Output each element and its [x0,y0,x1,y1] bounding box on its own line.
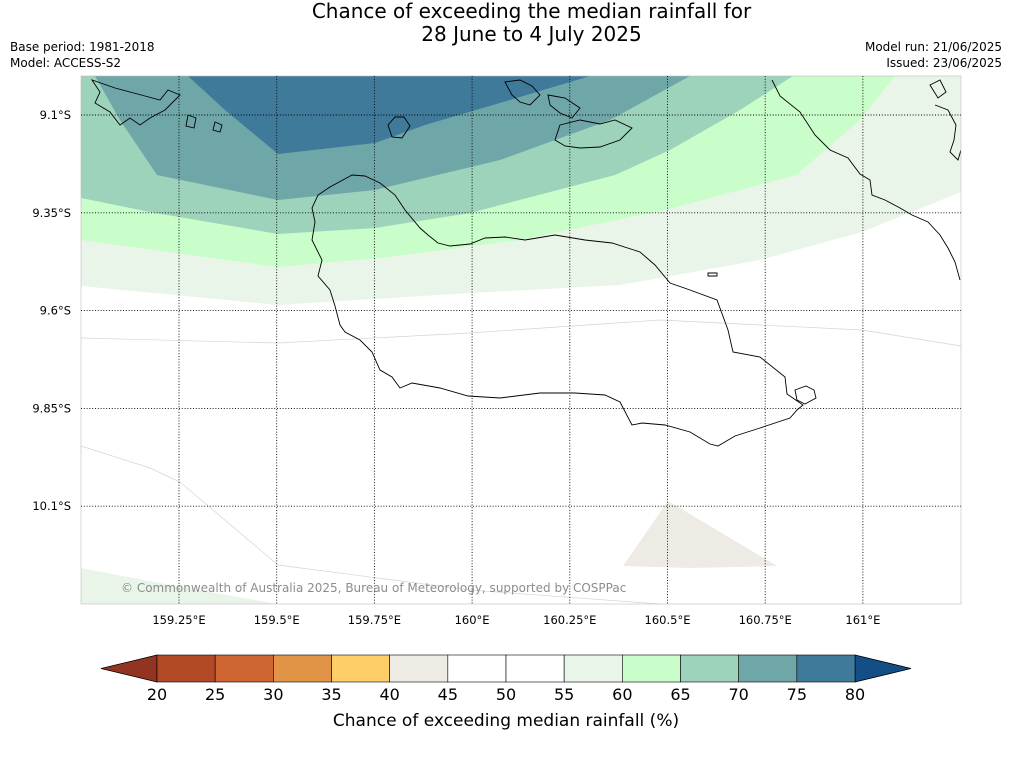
colorbar-label: 25 [205,685,225,704]
colorbar-segment [447,654,507,683]
colorbar-high-extend [854,654,912,683]
lat-tick-label: 9.1°S [40,108,71,122]
colorbar-segment [680,654,739,683]
lon-tick-label: 159.75°E [348,613,401,627]
colorbar-label: 60 [612,685,632,704]
colorbar-segment [796,654,856,683]
contour-line-45 [81,445,661,604]
colorbar-segment [563,654,623,683]
colorbar-label: 40 [379,685,399,704]
contour-bottom-left [81,568,278,604]
colorbar-segment [273,654,332,683]
colorbar-segment [505,654,565,683]
colorbar-segment [156,654,216,683]
colorbar-label: 80 [845,685,865,704]
lon-tick-label: 160.75°E [739,613,792,627]
lat-tick-label: 9.6°S [40,304,71,318]
colorbar-label: 45 [438,685,458,704]
colorbar-label: 20 [147,685,167,704]
coastline-northwest [90,79,223,133]
coastline-east-island [794,385,817,405]
coastline-islet [707,272,718,277]
meta-right: Model run: 21/06/2025 Issued: 23/06/2025 [865,39,1002,71]
lat-tick-label: 9.85°S [32,401,71,415]
colorbar-label: 35 [321,685,341,704]
colorbar-label: 70 [728,685,748,704]
colorbar-label: 55 [554,685,574,704]
graticule [81,76,961,604]
base-period: Base period: 1981-2018 [10,40,155,54]
title-line-2: 28 June to 4 July 2025 [421,22,642,46]
colorbar-segment [738,654,798,683]
copyright-text: © Commonwealth of Australia 2025, Bureau… [121,581,626,595]
lon-tick-label: 160°E [455,613,490,627]
colorbar-label: 75 [787,685,807,704]
colorbar-label: 65 [670,685,690,704]
latitude-labels: 9.1°S 9.35°S 9.6°S 9.85°S 10.1°S [32,108,71,513]
contour-line-50 [81,319,961,347]
colorbar-segment [331,654,390,683]
colorbar-label: 50 [496,685,516,704]
rainfall-contours [81,76,961,604]
colorbar-segment [389,654,449,683]
colorbar-label: 30 [263,685,283,704]
coastline-florida-islands [504,79,633,149]
model-name: Model: ACCESS-S2 [10,56,122,70]
colorbar-segment [214,654,274,683]
chart-title: Chance of exceeding the median rainfall … [0,0,1011,46]
coastlines [90,79,961,447]
colorbar-low-extend [100,654,158,683]
coastline-guadalcanal [311,174,804,447]
colorbar-title: Chance of exceeding median rainfall (%) [333,711,679,731]
coastline-malaita [771,79,961,281]
lon-tick-label: 160.25°E [543,613,596,627]
lat-tick-label: 10.1°S [32,499,71,513]
issued-date: Issued: 23/06/2025 [886,56,1002,70]
lon-tick-label: 161°E [845,613,880,627]
map-frame [80,75,962,605]
lon-tick-label: 160.5°E [645,613,691,627]
meta-left: Base period: 1981-2018 Model: ACCESS-S2 [10,39,155,71]
longitude-labels: 159.25°E 159.5°E 159.75°E 160°E 160.25°E 160.… [152,613,880,627]
colorbar-segment [622,654,681,683]
title-line-1: Chance of exceeding the median rainfall … [311,0,752,23]
lon-tick-label: 159.5°E [254,613,300,627]
coastline-small-island [387,116,411,139]
model-run: Model run: 21/06/2025 [864,40,1002,54]
lat-tick-label: 9.35°S [32,206,71,220]
lon-tick-label: 159.25°E [152,613,205,627]
contour-40-45 [623,501,777,568]
colorbar: 20 25 30 35 40 45 50 55 60 65 70 75 80 [100,654,912,704]
